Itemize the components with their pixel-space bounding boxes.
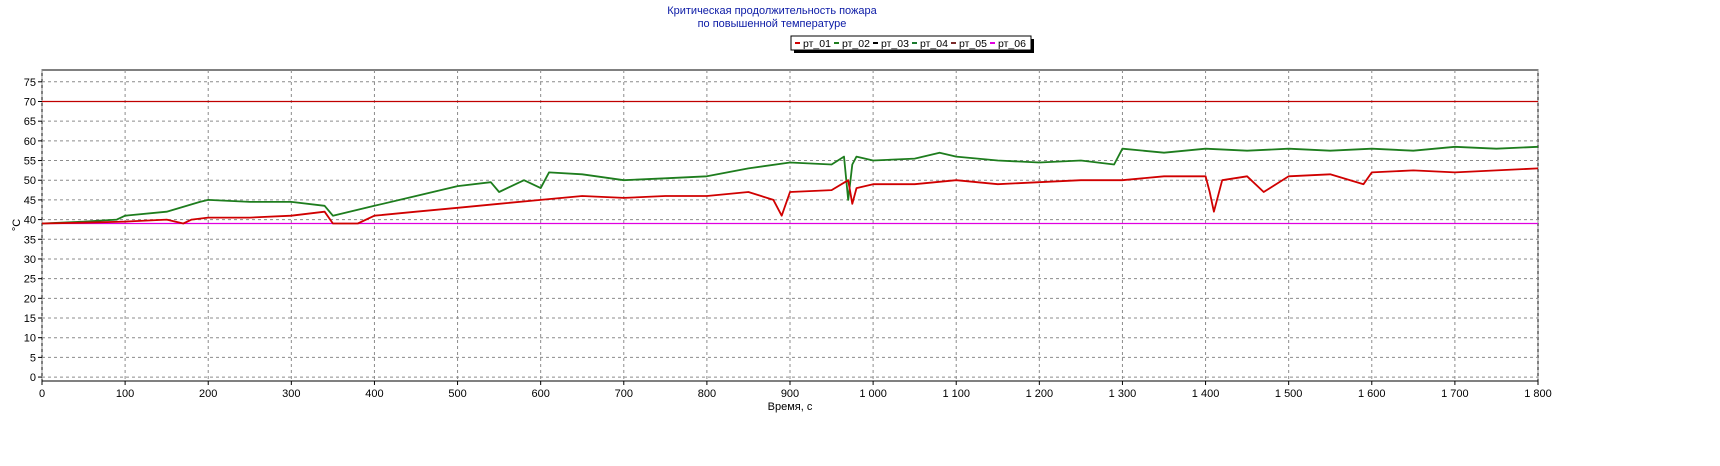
y-tick-label: 75 [24, 77, 36, 89]
legend-entry: рт_02 [842, 38, 870, 50]
x-tick-label: 100 [116, 388, 134, 400]
y-tick-label: 40 [24, 215, 36, 227]
x-tick-label: 800 [698, 388, 716, 400]
y-tick-label: 45 [24, 195, 36, 207]
y-tick-label: 25 [24, 274, 36, 286]
x-tick-label: 1 000 [859, 388, 887, 400]
chart-title-line-2: по повышенной температуре [698, 18, 847, 30]
data-series [41, 145, 1539, 225]
x-tick-label: 700 [615, 388, 633, 400]
legend-entry: рт_03 [881, 38, 909, 50]
y-tick-label: 15 [24, 313, 36, 325]
legend-entry: рт_04 [920, 38, 948, 50]
y-tick-label: 65 [24, 116, 36, 128]
y-tick-label: 20 [24, 293, 36, 305]
y-tick-label: 60 [24, 136, 36, 148]
x-tick-label: 500 [448, 388, 466, 400]
x-tick-label: 1 800 [1524, 388, 1552, 400]
x-axis-label: Время, с [768, 401, 813, 413]
legend-entry: рт_05 [959, 38, 987, 50]
y-tick-label: 35 [24, 234, 36, 246]
y-tick-label: 10 [24, 333, 36, 345]
y-tick-label: 5 [30, 352, 36, 364]
series-line [41, 145, 1539, 225]
x-tick-label: 900 [781, 388, 799, 400]
grid-lines [41, 70, 1539, 381]
y-tick-label: 55 [24, 156, 36, 168]
legend-box [790, 35, 1032, 51]
legend-entry: рт_01 [803, 38, 831, 50]
x-tick-label: 400 [365, 388, 383, 400]
x-tick-label: 1 400 [1192, 388, 1220, 400]
x-tick-label: 1 700 [1441, 388, 1469, 400]
x-axis-ticks: 0 100 200 300 400 500 600 700 800 900 1 000 1 100 1 … [39, 381, 1552, 400]
y-tick-label: 0 [30, 372, 36, 384]
x-tick-label: 0 [39, 388, 45, 400]
x-tick-label: 300 [282, 388, 300, 400]
x-tick-label: 1 300 [1109, 388, 1137, 400]
x-tick-label: 1 500 [1275, 388, 1303, 400]
x-tick-label: 1 200 [1026, 388, 1054, 400]
y-tick-label: 30 [24, 254, 36, 266]
y-axis-ticks: 0 5 10 15 20 25 30 35 40 45 50 55 60 65 70 75 [24, 77, 42, 384]
x-tick-label: 1 100 [942, 388, 970, 400]
x-tick-label: 600 [531, 388, 549, 400]
x-tick-label: 1 600 [1358, 388, 1386, 400]
series-line [41, 167, 1539, 225]
chart-title-line-1: Критическая продолжительность пожара [667, 5, 877, 17]
chart-legend: рт_01 рт_02 рт_03 рт_04 рт_05 рт_06 [790, 35, 1034, 53]
reference-lines [42, 100, 1538, 225]
y-tick-label: 70 [24, 96, 36, 108]
legend-entry: рт_06 [998, 38, 1026, 50]
y-axis-label: °C [11, 219, 23, 231]
y-tick-label: 50 [24, 175, 36, 187]
x-tick-label: 200 [199, 388, 217, 400]
